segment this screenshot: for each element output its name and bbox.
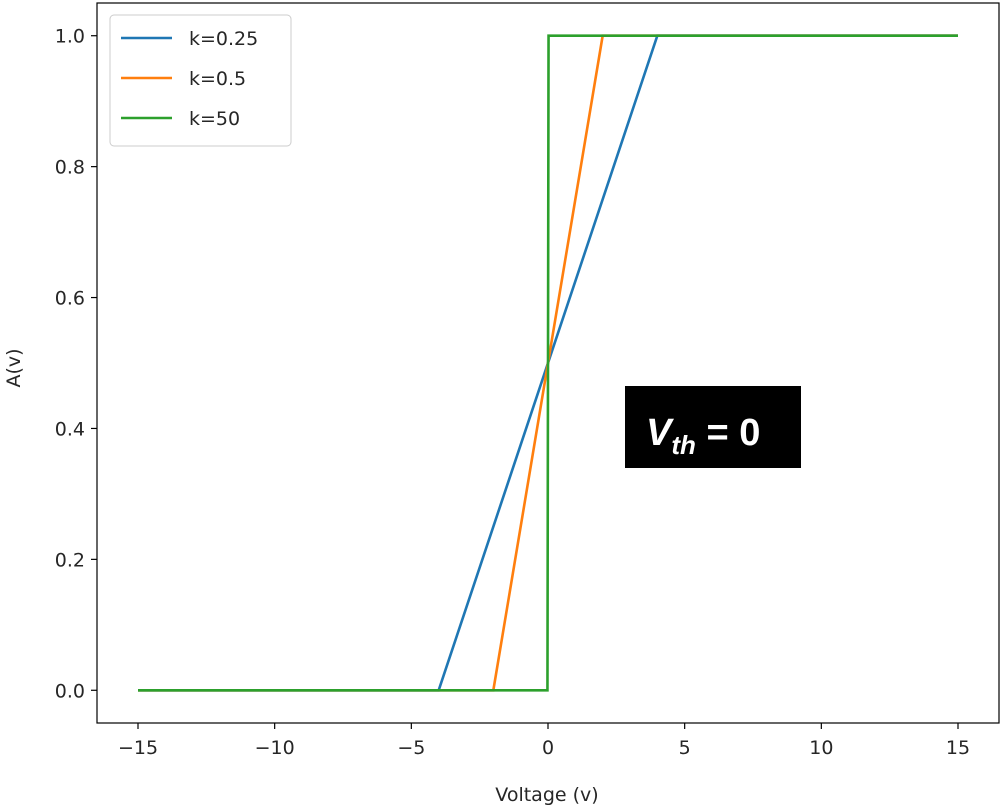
annotation-sub: th xyxy=(671,430,696,460)
legend-label-1: k=0.25 xyxy=(189,28,258,50)
y-tick-label: 0.4 xyxy=(55,418,85,440)
annotation-v: V xyxy=(646,412,674,454)
annotation-rest: = 0 xyxy=(696,412,760,454)
series-line-3 xyxy=(138,34,958,692)
legend: k=0.25 k=0.5 k=50 xyxy=(109,14,292,147)
y-tick-label: 0.8 xyxy=(55,157,85,179)
x-tick-label: −10 xyxy=(255,737,295,759)
annotation-box xyxy=(625,386,801,468)
y-tick-label: 0.0 xyxy=(55,680,85,702)
vth-annotation: Vth = 0 xyxy=(625,386,801,468)
legend-label-2: k=0.5 xyxy=(189,68,246,90)
x-tick-label: −15 xyxy=(118,737,158,759)
x-axis-ticks: −15 −10 −5 0 5 10 15 xyxy=(118,723,970,759)
y-axis-ticks: 0.0 0.2 0.4 0.6 0.8 1.0 xyxy=(55,26,97,702)
y-tick-label: 0.2 xyxy=(55,549,85,571)
legend-box xyxy=(109,14,292,147)
x-tick-label: 10 xyxy=(809,737,833,759)
x-tick-label: −5 xyxy=(397,737,425,759)
x-tick-label: 5 xyxy=(679,737,691,759)
y-tick-label: 0.6 xyxy=(55,288,85,310)
y-tick-label: 1.0 xyxy=(55,26,85,48)
annotation-text: Vth = 0 xyxy=(646,412,760,460)
y-axis-label: A(v) xyxy=(3,348,25,387)
x-axis-label: Voltage (v) xyxy=(495,784,598,806)
x-tick-label: 15 xyxy=(946,737,970,759)
legend-label-3: k=50 xyxy=(189,108,240,130)
x-tick-label: 0 xyxy=(542,737,554,759)
plot-lines xyxy=(138,34,958,692)
